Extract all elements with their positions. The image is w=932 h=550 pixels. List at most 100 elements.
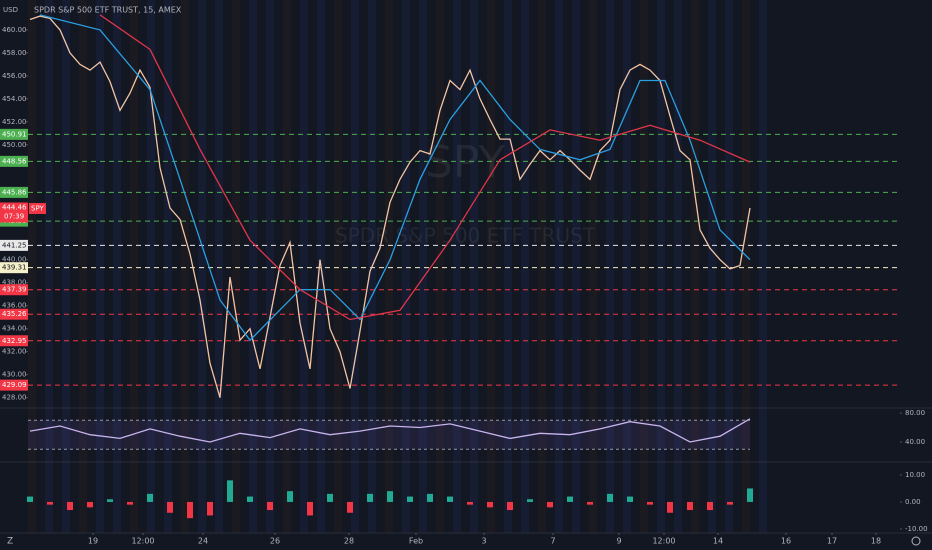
level-label-bg xyxy=(0,155,28,167)
level-label: 437.39 xyxy=(2,286,27,294)
stripe xyxy=(674,0,682,533)
histogram-bar xyxy=(147,493,153,502)
stripe xyxy=(470,0,478,533)
histogram-bar xyxy=(747,488,753,502)
y-tick-label: 456.00 xyxy=(2,72,27,80)
stripe xyxy=(79,0,87,533)
stripe xyxy=(249,0,257,533)
histogram-bar xyxy=(127,501,133,505)
histogram-bar xyxy=(427,493,433,502)
x-tick-label: 17 xyxy=(827,537,837,546)
series-line xyxy=(29,418,751,443)
histogram-bar xyxy=(547,501,553,508)
stripe xyxy=(538,0,546,533)
series-line xyxy=(39,14,751,342)
stripe xyxy=(555,0,563,533)
x-tick-label: 16 xyxy=(781,537,791,546)
stripe xyxy=(62,0,70,533)
stripe xyxy=(113,0,121,533)
histogram-bar xyxy=(467,501,473,505)
histogram-bar xyxy=(507,501,513,511)
histogram-bar xyxy=(567,496,573,502)
stripe xyxy=(691,0,699,533)
stripe xyxy=(708,0,716,533)
stripe xyxy=(45,0,53,533)
histogram-bar xyxy=(447,496,453,502)
x-tick-label: 3 xyxy=(481,537,486,546)
x-tick-label: 9 xyxy=(616,537,621,546)
stripe xyxy=(640,0,648,533)
level-label-bg xyxy=(0,186,28,198)
stripe xyxy=(266,0,274,533)
x-tick-label: 7 xyxy=(550,537,555,546)
level-label-bg xyxy=(0,335,28,347)
y-tick-label: 458.00 xyxy=(2,49,27,57)
stripe xyxy=(96,0,104,533)
histogram-bar xyxy=(607,493,613,502)
histogram-bar xyxy=(727,501,733,505)
stripe xyxy=(215,0,223,533)
x-tick-label: 19 xyxy=(88,537,98,546)
x-tick-label: 12:00 xyxy=(131,537,154,546)
stripe xyxy=(504,0,512,533)
level-label: 435.26 xyxy=(2,310,27,318)
x-tick-label: 28 xyxy=(344,537,354,546)
y-tick-label: 434.00 xyxy=(2,325,27,333)
symbol-tag: SPY xyxy=(31,204,45,212)
stripe xyxy=(283,0,291,533)
histogram-bar xyxy=(307,501,313,516)
watermark-name: SPDR S&P 500 ETF TRUST xyxy=(335,224,596,248)
histogram-bar xyxy=(587,501,593,505)
histogram-bar xyxy=(107,499,113,502)
auto-scale-button[interactable]: Z xyxy=(7,537,13,547)
stripe xyxy=(130,0,138,533)
level-label: 429.09 xyxy=(2,381,27,389)
series-line xyxy=(29,15,751,398)
histogram-bar xyxy=(667,501,673,513)
histogram-bar xyxy=(487,501,493,508)
level-label: 439.31 xyxy=(2,264,27,272)
stripe xyxy=(232,0,240,533)
histogram-bar xyxy=(627,496,633,502)
level-label-bg xyxy=(0,308,28,320)
y-tick-label: 428.00 xyxy=(2,394,27,402)
last-price-marker xyxy=(0,202,28,223)
chart-title: SPDR S&P 500 ETF TRUST, 15, AMEX xyxy=(34,6,182,15)
stripe xyxy=(164,0,172,533)
histogram-bar xyxy=(387,491,393,502)
last-price-label: 444.46 xyxy=(2,203,27,211)
y-tick-label: 80.00 xyxy=(905,409,925,417)
stripe xyxy=(181,0,189,533)
x-tick-label: 18 xyxy=(871,537,881,546)
histogram-bar xyxy=(227,480,233,502)
stripe xyxy=(657,0,665,533)
histogram-bar xyxy=(347,501,353,513)
histogram-bar xyxy=(287,491,293,502)
stripe xyxy=(453,0,461,533)
y-tick-label: 452.00 xyxy=(2,118,27,126)
stripe xyxy=(147,0,155,533)
stripe xyxy=(385,0,393,533)
stripe xyxy=(521,0,529,533)
histogram-bar xyxy=(367,493,373,502)
histogram-bar xyxy=(687,501,693,511)
x-tick-label: 26 xyxy=(270,537,280,546)
histogram-bar xyxy=(707,501,713,511)
stripe xyxy=(606,0,614,533)
histogram-bar xyxy=(647,501,653,505)
level-label-bg xyxy=(0,262,28,274)
stripe xyxy=(28,0,36,533)
y-tick-label: 454.00 xyxy=(2,95,27,103)
level-label: 441.25 xyxy=(2,241,27,249)
level-label-bg xyxy=(0,284,28,296)
level-label: 450.91 xyxy=(2,130,27,138)
rsi-band-fill xyxy=(28,420,750,450)
y-tick-label: 10.00 xyxy=(905,471,925,479)
stripe xyxy=(572,0,580,533)
settings-button[interactable] xyxy=(911,536,921,546)
countdown-label: 07:39 xyxy=(4,212,24,220)
histogram-bar xyxy=(407,496,413,502)
y-tick-label: -10.00 xyxy=(905,525,928,533)
level-label: 432.95 xyxy=(2,337,27,345)
